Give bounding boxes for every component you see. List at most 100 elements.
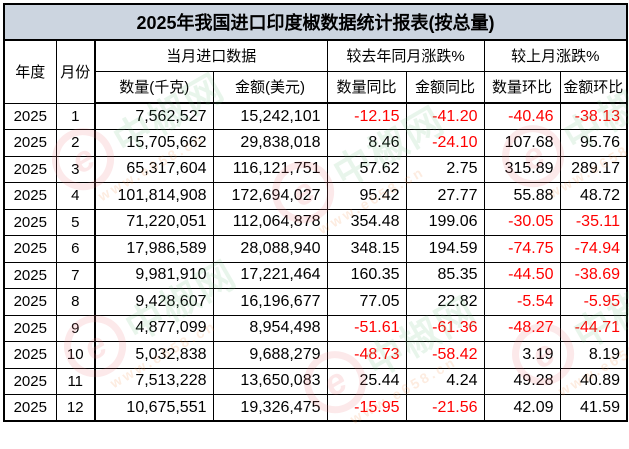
table-row: 2025 7 9,981,910 17,221,464 160.35 85.35 -44.5… <box>3 261 628 289</box>
cell-qty: 7,513,228 <box>94 367 214 395</box>
cell-qty-yoy: -15.95 <box>326 394 407 422</box>
cell-qty-yoy: -48.73 <box>326 341 407 369</box>
cell-qty-yoy: 77.05 <box>326 288 407 316</box>
cell-amount: 16,196,677 <box>212 288 328 316</box>
table-row: 2025 1 7,562,527 15,242,101 -12.15 -41.20 -40.… <box>3 102 628 130</box>
col-group-yoy: 较去年同月涨跌% <box>326 39 485 72</box>
table-row: 2025 9 4,877,099 8,954,498 -51.61 -61.36 -48.2… <box>3 314 628 342</box>
cell-year: 2025 <box>3 235 57 263</box>
cell-qty: 71,220,051 <box>94 208 214 236</box>
cell-amount-yoy: 199.06 <box>405 208 485 236</box>
cell-qty-yoy: 160.35 <box>326 261 407 289</box>
cell-month: 12 <box>55 394 96 422</box>
table-row: 2025 4 101,814,908 172,694,027 95.42 27.77 55.… <box>3 182 628 210</box>
cell-qty: 15,705,662 <box>94 129 214 157</box>
cell-amount-mom: 95.76 <box>559 129 628 157</box>
cell-amount-mom: -44.71 <box>559 314 628 342</box>
cell-amount: 13,650,083 <box>212 367 328 395</box>
cell-qty-mom: -5.54 <box>483 288 561 316</box>
cell-amount: 9,688,279 <box>212 341 328 369</box>
cell-year: 2025 <box>3 155 57 183</box>
cell-qty: 4,877,099 <box>94 314 214 342</box>
cell-qty-yoy: 25.44 <box>326 367 407 395</box>
table-row: 2025 11 7,513,228 13,650,083 25.44 4.24 49.28 4… <box>3 367 628 395</box>
cell-year: 2025 <box>3 182 57 210</box>
page-title: 2025年我国进口印度椒数据统计报表(按总量) <box>3 3 628 41</box>
cell-amount: 29,838,018 <box>212 129 328 157</box>
cell-qty-mom: 42.09 <box>483 394 561 422</box>
col-header-amount-mom: 金额环比 <box>559 70 628 104</box>
col-header-quantity-mom: 数量环比 <box>483 70 561 104</box>
cell-amount-yoy: 4.24 <box>405 367 485 395</box>
cell-qty-mom: 49.28 <box>483 367 561 395</box>
cell-qty-mom: 107.68 <box>483 129 561 157</box>
cell-year: 2025 <box>3 129 57 157</box>
cell-amount: 19,326,475 <box>212 394 328 422</box>
cell-qty: 65,317,604 <box>94 155 214 183</box>
cell-amount-yoy: 85.35 <box>405 261 485 289</box>
cell-qty: 9,981,910 <box>94 261 214 289</box>
cell-month: 2 <box>55 129 96 157</box>
cell-amount: 112,064,878 <box>212 208 328 236</box>
cell-year: 2025 <box>3 314 57 342</box>
cell-amount-yoy: 2.75 <box>405 155 485 183</box>
col-group-current-month: 当月进口数据 <box>94 39 328 72</box>
cell-qty-mom: -74.75 <box>483 235 561 263</box>
cell-month: 5 <box>55 208 96 236</box>
cell-amount-mom: -74.94 <box>559 235 628 263</box>
cell-qty-yoy: 348.15 <box>326 235 407 263</box>
cell-qty: 5,032,838 <box>94 341 214 369</box>
cell-amount-mom: -38.13 <box>559 102 628 130</box>
table-row: 2025 10 5,032,838 9,688,279 -48.73 -58.42 3.19… <box>3 341 628 369</box>
cell-qty-mom: -48.27 <box>483 314 561 342</box>
cell-amount-mom: -35.11 <box>559 208 628 236</box>
cell-qty: 7,562,527 <box>94 102 214 130</box>
table-row: 2025 12 10,675,551 19,326,475 -15.95 -21.56 42… <box>3 394 628 422</box>
col-header-year: 年度 <box>3 39 57 104</box>
cell-amount-yoy: 22.82 <box>405 288 485 316</box>
col-group-mom: 较上月涨跌% <box>483 39 628 72</box>
cell-qty-yoy: -12.15 <box>326 102 407 130</box>
table-row: 2025 2 15,705,662 29,838,018 8.46 -24.10 107.6… <box>3 129 628 157</box>
cell-qty-mom: -44.50 <box>483 261 561 289</box>
cell-qty-mom: -30.05 <box>483 208 561 236</box>
cell-month: 10 <box>55 341 96 369</box>
cell-amount-mom: -5.95 <box>559 288 628 316</box>
cell-qty: 101,814,908 <box>94 182 214 210</box>
cell-amount-mom: 41.59 <box>559 394 628 422</box>
cell-amount-yoy: -61.36 <box>405 314 485 342</box>
cell-qty-yoy: 57.62 <box>326 155 407 183</box>
cell-qty-mom: 55.88 <box>483 182 561 210</box>
cell-amount: 172,694,027 <box>212 182 328 210</box>
cell-month: 7 <box>55 261 96 289</box>
cell-amount-yoy: -21.56 <box>405 394 485 422</box>
cell-amount-yoy: -24.10 <box>405 129 485 157</box>
cell-qty-mom: 315.89 <box>483 155 561 183</box>
cell-qty-yoy: 354.48 <box>326 208 407 236</box>
col-header-amount-yoy: 金额同比 <box>405 70 485 104</box>
cell-amount-yoy: -41.20 <box>405 102 485 130</box>
cell-amount-yoy: 27.77 <box>405 182 485 210</box>
cell-amount: 116,121,751 <box>212 155 328 183</box>
cell-year: 2025 <box>3 367 57 395</box>
cell-amount-yoy: 194.59 <box>405 235 485 263</box>
cell-month: 1 <box>55 102 96 130</box>
cell-year: 2025 <box>3 261 57 289</box>
cell-amount: 8,954,498 <box>212 314 328 342</box>
cell-qty: 9,428,607 <box>94 288 214 316</box>
cell-amount-mom: 48.72 <box>559 182 628 210</box>
cell-month: 4 <box>55 182 96 210</box>
cell-qty-yoy: -51.61 <box>326 314 407 342</box>
cell-year: 2025 <box>3 288 57 316</box>
cell-month: 6 <box>55 235 96 263</box>
cell-year: 2025 <box>3 102 57 130</box>
table-row: 2025 8 9,428,607 16,196,677 77.05 22.82 -5.54-… <box>3 288 628 316</box>
cell-month: 8 <box>55 288 96 316</box>
cell-qty-yoy: 95.42 <box>326 182 407 210</box>
cell-amount-yoy: -58.42 <box>405 341 485 369</box>
cell-amount-mom: 40.89 <box>559 367 628 395</box>
cell-qty: 10,675,551 <box>94 394 214 422</box>
import-stats-table: 2025年我国进口印度椒数据统计报表(按总量) 年度 月份 当月进口数据 较去年… <box>3 3 629 422</box>
cell-amount-mom: 8.19 <box>559 341 628 369</box>
